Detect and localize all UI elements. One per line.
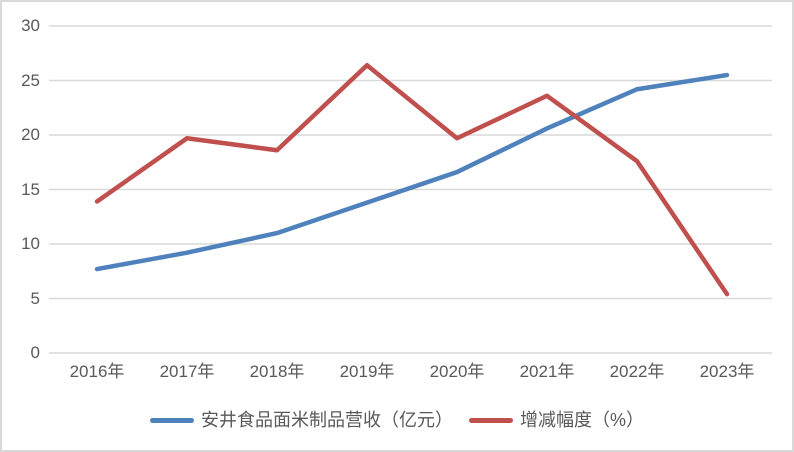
y-axis-tick-label: 30 (21, 16, 40, 35)
y-axis-tick-label: 5 (30, 288, 40, 308)
y-axis-tick-label: 0 (30, 343, 40, 362)
legend-label-growth: 增减幅度（%） (519, 410, 644, 430)
legend: 安井食品面米制品营收（亿元） 增减幅度（%） (2, 408, 792, 432)
x-axis-tick-label: 2018年 (249, 362, 305, 381)
x-axis-tick-label: 2017年 (159, 362, 215, 381)
y-axis-tick-label: 25 (21, 70, 40, 90)
legend-swatch-revenue-line (149, 417, 194, 423)
series-line-growth (94, 62, 730, 297)
legend-swatch-growth-line (468, 417, 513, 423)
y-axis-tick-label: 20 (21, 125, 40, 144)
legend-label-revenue: 安井食品面米制品营收（亿元） (200, 410, 453, 430)
y-axis-tick-label: 10 (21, 234, 40, 253)
x-axis-tick-label: 2019年 (339, 362, 395, 381)
x-axis-tick-label: 2020年 (429, 362, 485, 381)
legend-item-revenue: 安井食品面米制品营收（亿元） (149, 408, 453, 432)
x-axis-tick-label: 2016年 (69, 362, 125, 381)
x-axis-tick-label: 2022年 (609, 362, 665, 381)
legend-item-growth: 增减幅度（%） (468, 408, 644, 432)
y-axis-tick-label: 15 (21, 179, 40, 199)
series-line-revenue (94, 72, 730, 272)
x-axis-tick-label: 2021年 (519, 362, 575, 381)
x-axis-tick-label: 2023年 (699, 362, 755, 381)
